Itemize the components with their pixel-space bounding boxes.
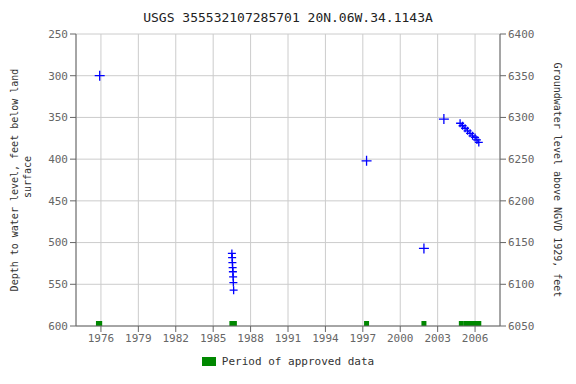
svg-text:1988: 1988 <box>237 332 264 345</box>
svg-text:6300: 6300 <box>508 111 535 124</box>
svg-text:6150: 6150 <box>508 236 535 249</box>
svg-text:1979: 1979 <box>125 332 152 345</box>
svg-text:500: 500 <box>48 236 68 249</box>
svg-text:2000: 2000 <box>387 332 414 345</box>
svg-text:Depth to water level, feet bel: Depth to water level, feet below land su… <box>9 69 33 292</box>
svg-text:1985: 1985 <box>200 332 227 345</box>
svg-text:1982: 1982 <box>163 332 190 345</box>
svg-text:1991: 1991 <box>275 332 302 345</box>
svg-text:Groundwater level above NGVD 1: Groundwater level above NGVD 1929, feet <box>552 63 563 298</box>
svg-text:2003: 2003 <box>424 332 451 345</box>
svg-text:1994: 1994 <box>312 332 339 345</box>
svg-text:6400: 6400 <box>508 28 535 41</box>
svg-text:550: 550 <box>48 278 68 291</box>
svg-text:350: 350 <box>48 111 68 124</box>
svg-text:2006: 2006 <box>462 332 489 345</box>
svg-text:6050: 6050 <box>508 320 535 333</box>
html-text:USGS 355532107285701 20N.06W.3: USGS 355532107285701 20N.06W.34.1143A <box>143 10 433 25</box>
svg-text:400: 400 <box>48 153 68 166</box>
svg-text:6200: 6200 <box>508 195 535 208</box>
svg-text:300: 300 <box>48 70 68 83</box>
svg-text:250: 250 <box>48 28 68 41</box>
svg-text:6250: 6250 <box>508 153 535 166</box>
html-text:Period of approved data: Period of approved data <box>221 354 375 368</box>
svg-text:6100: 6100 <box>508 278 535 291</box>
svg-text:6350: 6350 <box>508 70 535 83</box>
svg-text:1997: 1997 <box>350 332 377 345</box>
svg-text:450: 450 <box>48 195 68 208</box>
svg-text:1976: 1976 <box>88 332 115 345</box>
svg-text:600: 600 <box>48 320 68 333</box>
